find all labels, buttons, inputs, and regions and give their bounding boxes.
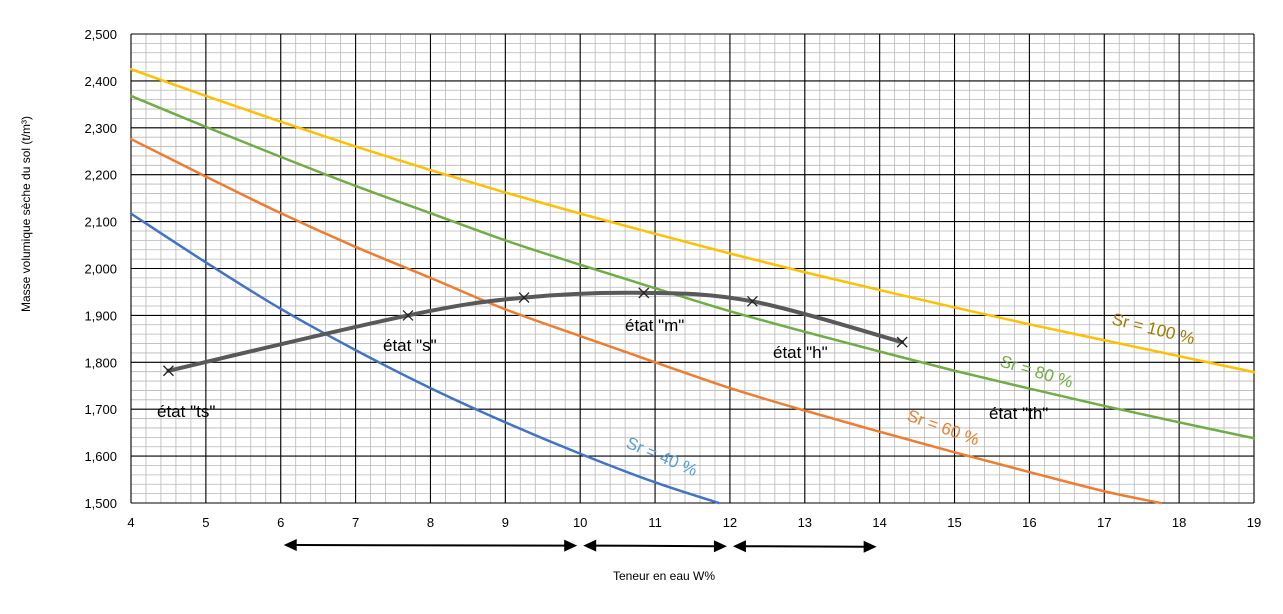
series-sr-80 [129, 94, 1256, 440]
x-tick-label: 18 [1172, 515, 1186, 530]
series-sr-40 [129, 212, 720, 505]
x-tick-label: 19 [1247, 515, 1261, 530]
x-axis-title: Teneur en eau W% [613, 569, 715, 583]
data-point-marker [746, 295, 758, 307]
x-tick-label: 12 [723, 515, 737, 530]
data-point-marker [896, 336, 908, 348]
x-tick-label: 16 [1022, 515, 1036, 530]
y-tick-label: 2,500 [84, 27, 117, 42]
data-point-marker [518, 292, 530, 304]
x-tick-labels: 4 5 6 7 8 9 10 11 12 13 14 15 16 17 18 19 [127, 515, 1261, 530]
label-etat-s: état "s" [383, 336, 437, 355]
x-tick-label: 14 [872, 515, 886, 530]
y-tick-label: 2,300 [84, 121, 117, 136]
label-etat-h: état "h" [773, 343, 828, 362]
y-tick-label: 2,100 [84, 215, 117, 230]
range-arrow [732, 540, 877, 553]
y-tick-label: 2,200 [84, 168, 117, 183]
y-tick-label: 1,800 [84, 355, 117, 370]
range-arrow [283, 539, 578, 552]
markers-layer [162, 287, 908, 377]
x-tick-label: 6 [277, 515, 284, 530]
x-tick-label: 11 [648, 515, 662, 530]
x-tick-label: 4 [127, 515, 134, 530]
data-point-marker [402, 309, 414, 321]
x-tick-label: 9 [502, 515, 509, 530]
x-tick-label: 15 [947, 515, 961, 530]
y-tick-label: 1,500 [84, 496, 117, 511]
y-tick-label: 2,400 [84, 74, 117, 89]
series-layer [129, 67, 1256, 505]
series-sr-60 [129, 137, 1162, 505]
y-tick-labels: 1,500 1,600 1,700 1,800 1,900 2,000 2,100 2,200… [84, 27, 117, 511]
grid-major [130, 33, 1255, 504]
y-axis-title: Masse volumique sèche du sol (t/m³) [19, 116, 33, 312]
series-sr-100 [129, 67, 1256, 374]
data-point-marker [638, 287, 650, 299]
y-tick-label: 1,700 [84, 402, 117, 417]
series-compaction [166, 290, 905, 373]
label-etat-m: état "m" [625, 316, 684, 335]
label-etat-th: état "th" [989, 404, 1048, 423]
y-tick-label: 2,000 [84, 262, 117, 277]
label-etat-ts: état "ts" [157, 402, 215, 421]
label-sr-80: Sr = 80 % [998, 352, 1075, 392]
x-tick-label: 8 [427, 515, 434, 530]
y-tick-label: 1,600 [84, 449, 117, 464]
range-arrow [583, 539, 727, 553]
data-point-marker [162, 365, 174, 377]
x-tick-label: 13 [798, 515, 812, 530]
x-tick-label: 7 [352, 515, 359, 530]
x-tick-label: 17 [1097, 515, 1111, 530]
x-tick-label: 10 [573, 515, 587, 530]
x-tick-label: 5 [202, 515, 209, 530]
y-tick-label: 1,900 [84, 308, 117, 323]
range-arrows [283, 539, 877, 553]
